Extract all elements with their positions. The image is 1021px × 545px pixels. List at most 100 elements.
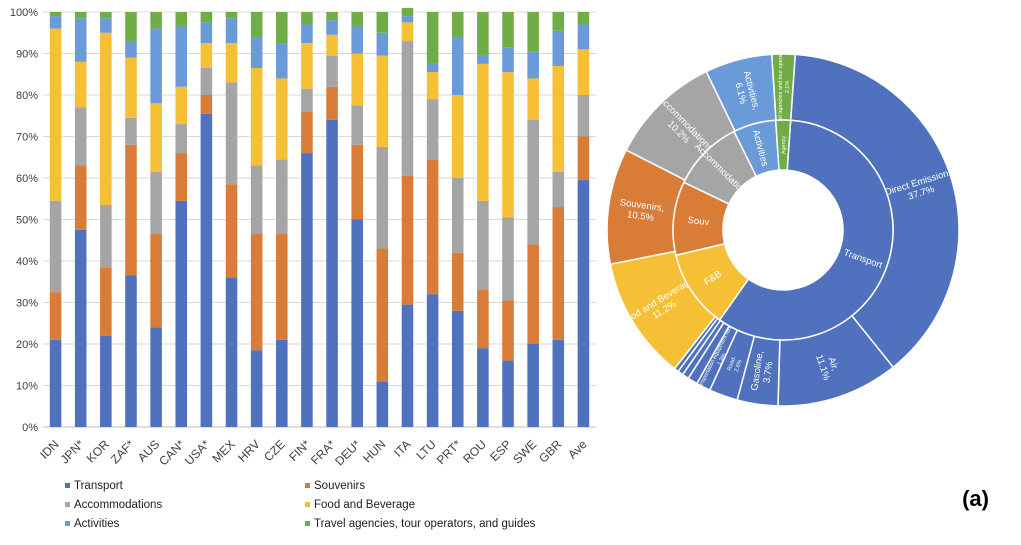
- slice-label: Travel agencies and tour operators, 2.1%: [778, 43, 791, 130]
- bar-prt-souvenirs: [451, 252, 464, 311]
- bar-swe-food-and-beverage: [527, 78, 539, 120]
- bar-ltu-travel-agencies-tour-operators-and-guides: [426, 12, 439, 64]
- y-axis-ticks: 0% 10% 20% 30% 40% 50% 60% 70% 80% 90% 100%: [10, 7, 38, 434]
- bar-esp-food-and-beverage: [502, 72, 514, 218]
- sunburst-chart: Direct Emission,37.7%Air,11.1%Gasoline,3…: [606, 43, 960, 407]
- slice-label-line: 2.6%: [734, 359, 744, 373]
- x-tick-label: PRT*: [434, 437, 464, 467]
- bar-hun-accommodations: [376, 146, 389, 249]
- bar-can-accommodations: [175, 124, 188, 154]
- x-tick-label: DEU*: [332, 437, 363, 468]
- bar-swe-activities: [527, 51, 539, 79]
- bar-deu-souvenirs: [351, 144, 363, 220]
- bar-kor-transport: [100, 335, 112, 427]
- bar-ave-accommodations: [577, 95, 590, 137]
- bar-usa-accommodations: [200, 68, 213, 95]
- bar-aus-accommodations: [150, 171, 162, 235]
- bar-idn-transport: [49, 339, 62, 427]
- bar-fra-accommodations: [326, 55, 338, 87]
- bar-kor-accommodations: [100, 204, 112, 268]
- bars: [49, 7, 590, 428]
- bar-fra-travel-agencies-tour-operators-and-guides: [326, 12, 338, 21]
- legend-swatch: [305, 521, 310, 526]
- bar-ita-accommodations: [401, 41, 414, 176]
- legend-swatch: [65, 502, 70, 507]
- x-tick-label: HUN: [360, 437, 388, 465]
- bar-jpn-souvenirs: [74, 165, 87, 230]
- x-tick-label: CAN*: [156, 437, 187, 468]
- bar-can-activities: [175, 26, 188, 87]
- bar-aus-souvenirs: [150, 234, 162, 328]
- bar-prt-activities: [451, 36, 464, 95]
- bar-kor-activities: [100, 18, 112, 33]
- y-tick-label: 60%: [16, 173, 38, 185]
- bar-ita-food-and-beverage: [401, 22, 414, 42]
- x-tick-label: USA*: [182, 437, 213, 468]
- bar-esp-travel-agencies-tour-operators-and-guides: [502, 12, 514, 48]
- bar-deu-food-and-beverage: [351, 53, 363, 106]
- bar-mex-accommodations: [225, 82, 238, 185]
- bar-usa-transport: [200, 113, 213, 428]
- bar-zaf-souvenirs: [125, 144, 137, 276]
- bar-swe-travel-agencies-tour-operators-and-guides: [527, 12, 539, 52]
- bar-can-travel-agencies-tour-operators-and-guides: [175, 12, 188, 27]
- bar-prt-accommodations: [451, 178, 464, 253]
- bar-kor-travel-agencies-tour-operators-and-guides: [100, 12, 112, 19]
- legend-swatch: [305, 502, 310, 507]
- x-tick-label: ESP: [487, 437, 514, 464]
- bar-esp-activities: [502, 47, 514, 73]
- x-tick-label: JPN*: [58, 437, 87, 466]
- bar-prt-travel-agencies-tour-operators-and-guides: [451, 12, 464, 37]
- stacked-bar-chart: 0% 10% 20% 30% 40% 50% 60% 70% 80% 90% 100% IDNJPN…: [10, 7, 596, 530]
- bar-jpn-activities: [74, 18, 87, 62]
- bar-ltu-accommodations: [426, 99, 439, 160]
- x-axis-ticks: IDNJPN*KORZAF*AUSCAN*USA*MEXHRVCZEFIN*FR…: [37, 437, 590, 468]
- bar-fin-transport: [301, 153, 313, 427]
- bar-cze-food-and-beverage: [276, 78, 288, 160]
- bar-cze-transport: [276, 339, 288, 427]
- bar-fin-souvenirs: [301, 111, 313, 154]
- bar-ltu-souvenirs: [426, 159, 439, 295]
- bar-usa-souvenirs: [200, 95, 213, 114]
- bar-aus-transport: [150, 327, 162, 427]
- slice-label-line: 10.5%: [626, 209, 655, 224]
- bar-swe-transport: [527, 344, 539, 427]
- bar-ave-food-and-beverage: [577, 49, 590, 95]
- legend-item-souvenirs: Souvenirs: [314, 480, 365, 492]
- legend-swatch: [305, 483, 310, 488]
- bar-deu-activities: [351, 26, 363, 54]
- bar-prt-food-and-beverage: [451, 95, 464, 178]
- bar-cze-travel-agencies-tour-operators-and-guides: [276, 12, 288, 44]
- bar-mex-travel-agencies-tour-operators-and-guides: [225, 12, 238, 19]
- bar-gbr-travel-agencies-tour-operators-and-guides: [552, 12, 565, 31]
- y-tick-label: 0%: [22, 422, 38, 434]
- bar-fra-souvenirs: [326, 86, 338, 120]
- bar-zaf-transport: [125, 275, 137, 427]
- bar-fra-food-and-beverage: [326, 34, 338, 56]
- bar-gbr-transport: [552, 339, 565, 427]
- y-tick-label: 10%: [16, 381, 38, 393]
- bar-jpn-accommodations: [74, 107, 87, 166]
- bar-gbr-food-and-beverage: [552, 65, 565, 172]
- bar-ita-souvenirs: [401, 175, 414, 305]
- legend-swatch: [65, 521, 70, 526]
- bar-rou-food-and-beverage: [477, 63, 489, 201]
- bar-fra-transport: [326, 119, 338, 428]
- bar-usa-activities: [200, 22, 213, 44]
- bar-hrv-activities: [250, 36, 263, 69]
- bar-can-food-and-beverage: [175, 86, 188, 125]
- bar-can-souvenirs: [175, 153, 188, 201]
- bar-ita-travel-agencies-tour-operators-and-guides: [401, 7, 414, 17]
- bar-ltu-transport: [426, 294, 439, 427]
- bar-rou-transport: [477, 348, 489, 427]
- slice-label-line: Souv: [687, 215, 710, 228]
- bar-hun-souvenirs: [376, 248, 389, 382]
- bar-idn-accommodations: [49, 200, 62, 293]
- legend-item-activities: Activities: [74, 518, 120, 530]
- x-tick-label: HRV: [235, 437, 263, 465]
- bar-jpn-food-and-beverage: [74, 61, 87, 108]
- bar-hrv-travel-agencies-tour-operators-and-guides: [250, 12, 263, 37]
- bar-esp-transport: [502, 360, 514, 427]
- bar-esp-souvenirs: [502, 300, 514, 361]
